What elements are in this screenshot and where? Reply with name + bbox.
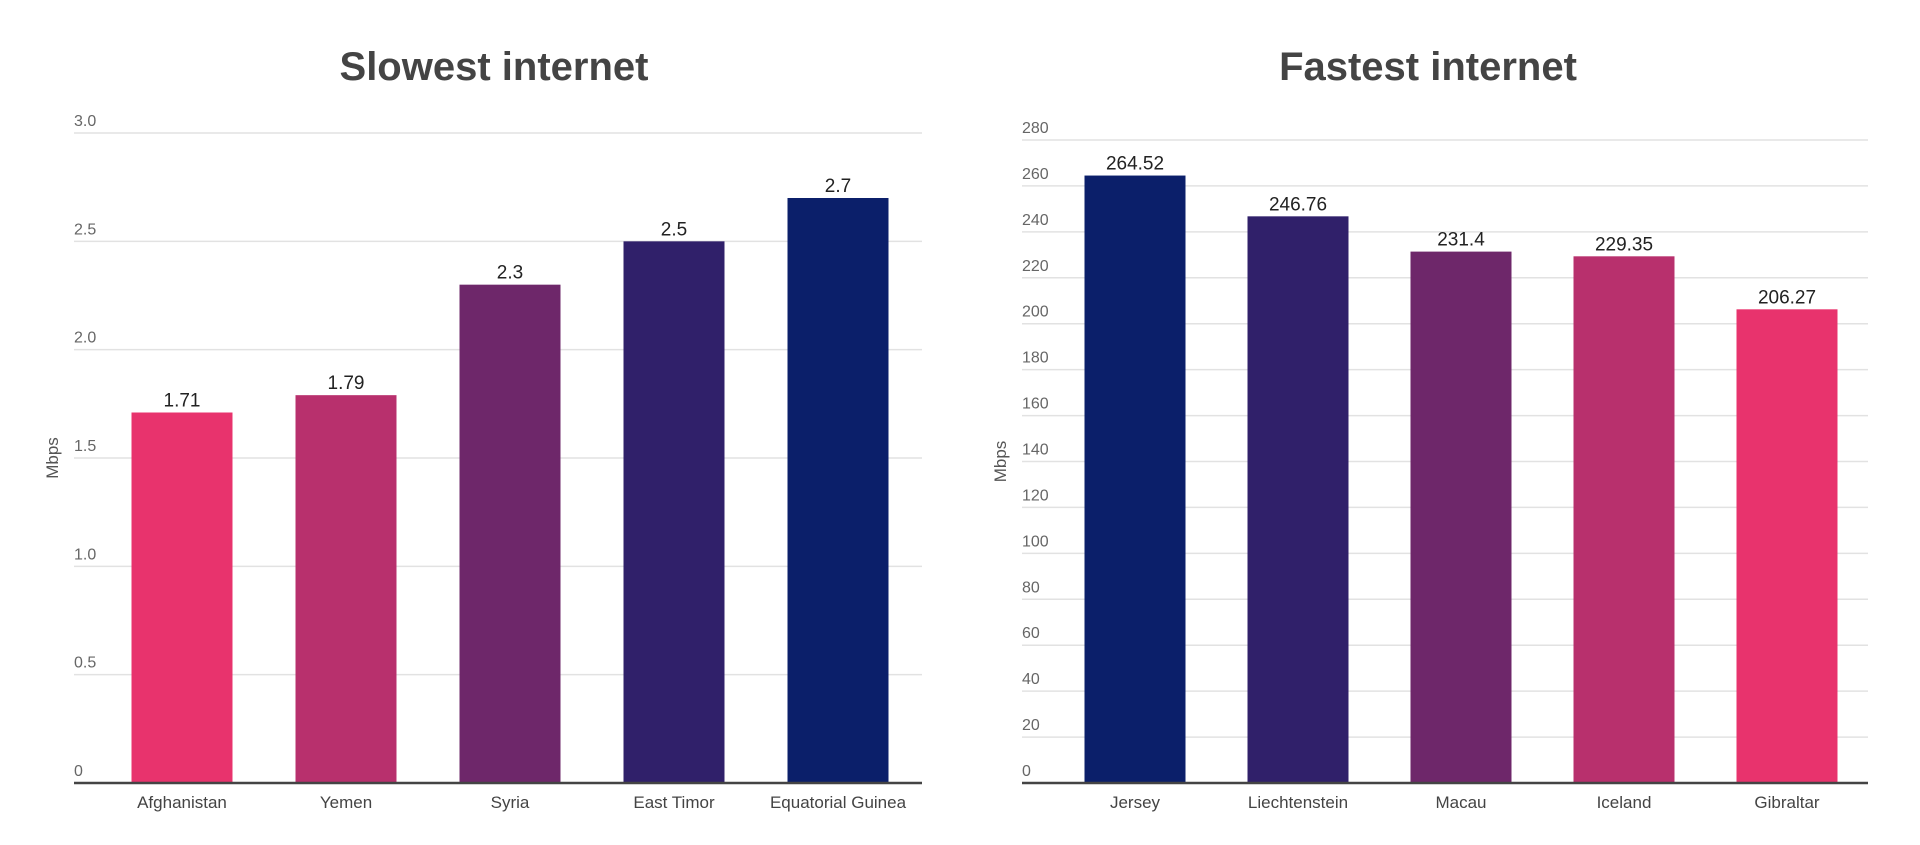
chart-1-category-label: Macau <box>1435 793 1486 812</box>
chart-1-ytick-label: 120 <box>1022 487 1049 504</box>
chart-1-data-label: 231.4 <box>1437 230 1485 251</box>
chart-1-category-label: Iceland <box>1597 793 1652 812</box>
chart-0-ytick-label: 0.5 <box>74 655 96 672</box>
chart-1-ytick-label: 100 <box>1022 533 1049 550</box>
chart-0-category-label: Yemen <box>320 793 372 812</box>
chart-1-ytick-label: 140 <box>1022 442 1049 459</box>
chart-1-bar <box>1573 256 1675 784</box>
chart-0-title: Slowest internet <box>340 45 649 89</box>
chart-0-data-label: 1.79 <box>328 373 365 394</box>
chart-1-ytick-label: 180 <box>1022 350 1049 367</box>
chart-0-bar <box>295 395 397 783</box>
chart-0-category-label: Equatorial Guinea <box>770 793 907 812</box>
chart-0-data-label: 2.5 <box>661 219 687 240</box>
chart-1-bar <box>1084 175 1186 784</box>
chart-0-bar <box>623 241 725 784</box>
chart-1-ytick-label: 240 <box>1022 212 1049 229</box>
chart-0-ytick-label: 2.5 <box>74 221 96 238</box>
chart-1-ytick-label: 200 <box>1022 304 1049 321</box>
chart-1-ytick-label: 280 <box>1022 120 1049 137</box>
chart-0-data-label: 2.7 <box>825 176 851 197</box>
chart-1-ytick-label: 40 <box>1022 671 1040 688</box>
chart-1-ytick-label: 0 <box>1022 763 1031 780</box>
chart-1-category-label: Gibraltar <box>1754 793 1820 812</box>
chart-1-ytick-label: 80 <box>1022 579 1040 596</box>
chart-1-data-label: 229.35 <box>1595 234 1653 255</box>
chart-0-ytick-label: 0 <box>74 763 83 780</box>
chart-1-data-label: 264.52 <box>1106 154 1164 175</box>
chart-0-bar <box>131 412 233 783</box>
chart-1-ytick-label: 20 <box>1022 717 1040 734</box>
chart-0-ytick-label: 2.0 <box>74 330 96 347</box>
chart-1-ytick-label: 220 <box>1022 258 1049 275</box>
chart-0-ytick-label: 1.0 <box>74 546 96 563</box>
chart-0-category-label: Syria <box>491 793 530 812</box>
chart-1-bar <box>1247 216 1349 784</box>
chart-0-category-label: Afghanistan <box>137 793 227 812</box>
chart-1-category-label: Liechtenstein <box>1248 793 1348 812</box>
chart-1-category-label: Jersey <box>1110 793 1161 812</box>
chart-1-bar <box>1410 251 1512 783</box>
chart-0-data-label: 1.71 <box>164 391 201 412</box>
fastest-internet-chart: Fastest internet 0 20 40 60 80 100 120 140 160 180… <box>991 45 1868 812</box>
chart-0-data-label: 2.3 <box>497 263 523 284</box>
chart-0-ytick-label: 3.0 <box>74 113 96 130</box>
chart-1-ytick-label: 160 <box>1022 396 1049 413</box>
chart-1-ytick-label: 60 <box>1022 625 1040 642</box>
chart-0-bar <box>459 284 561 783</box>
chart-1-bar <box>1736 309 1838 783</box>
chart-0-y-axis-label: Mbps <box>43 437 62 479</box>
chart-1-y-axis-label: Mbps <box>991 441 1010 483</box>
chart-0-category-label: East Timor <box>633 793 715 812</box>
chart-1-ytick-label: 260 <box>1022 166 1049 183</box>
chart-0-bar <box>787 198 889 783</box>
chart-1-data-label: 206.27 <box>1758 287 1816 308</box>
slowest-internet-chart: Slowest internet 0 0.5 1.0 1.5 2.0 2.5 3.0 Mbps 1… <box>43 45 922 812</box>
chart-0-ytick-label: 1.5 <box>74 438 96 455</box>
chart-1-data-label: 246.76 <box>1269 194 1327 215</box>
chart-1-title: Fastest internet <box>1279 45 1577 89</box>
